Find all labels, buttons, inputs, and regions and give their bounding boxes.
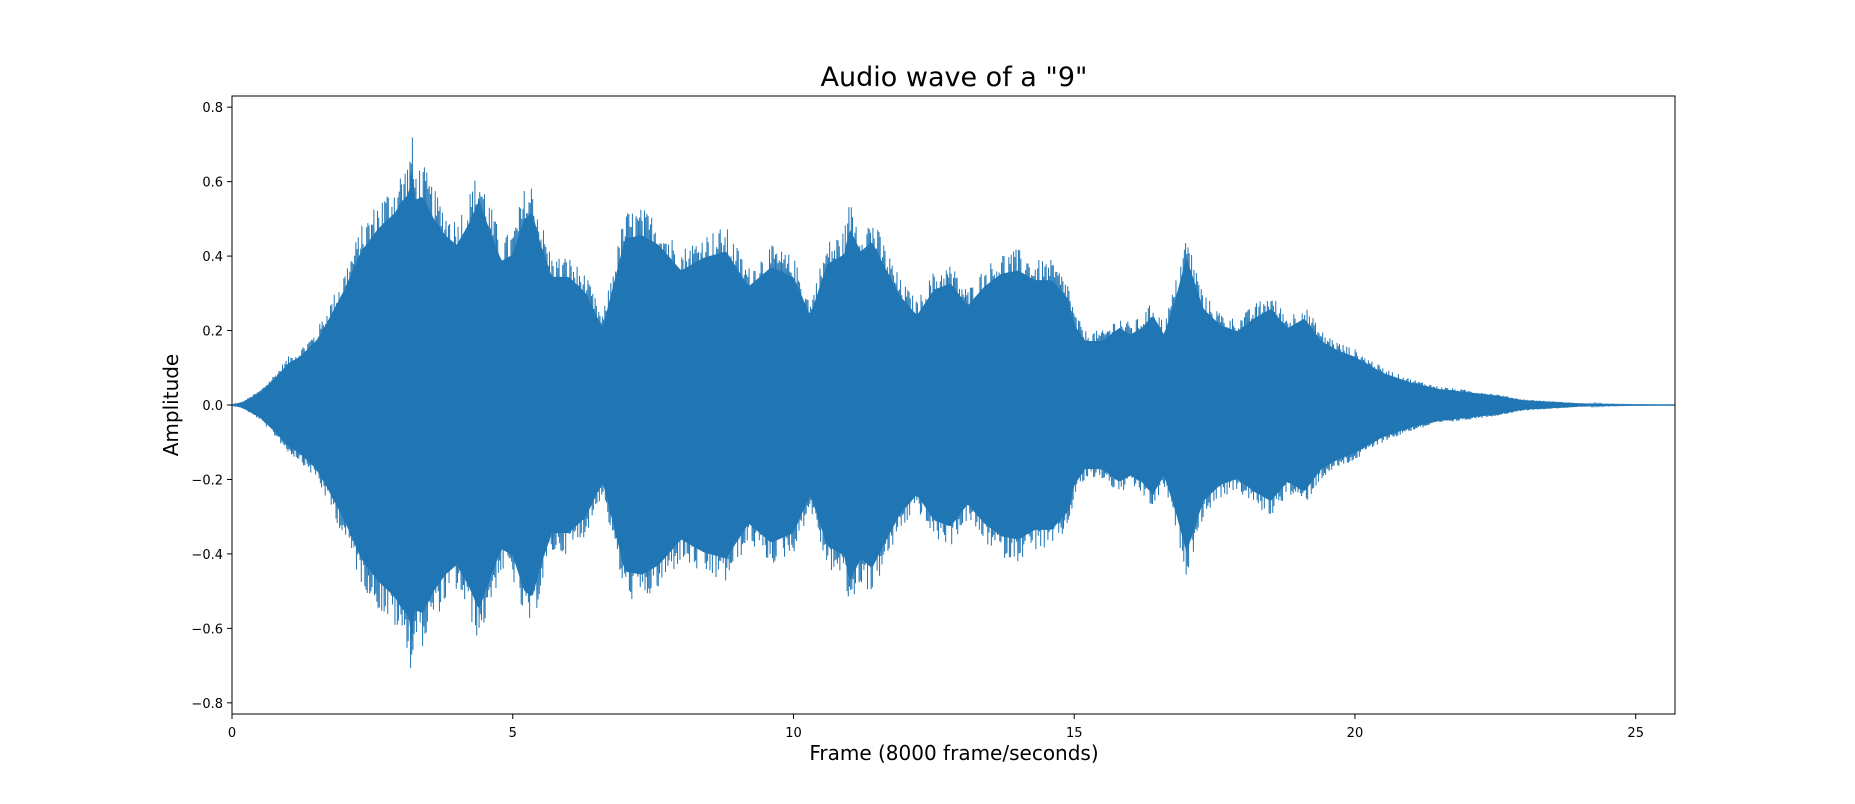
x-tick-label: 20 bbox=[1347, 726, 1364, 741]
y-tick-label: 0.8 bbox=[202, 101, 223, 116]
plot-area bbox=[232, 137, 1675, 668]
y-tick-label: −0.8 bbox=[191, 697, 223, 712]
y-tick-label: −0.4 bbox=[191, 548, 223, 563]
x-axis: 0 5 10 15 20 25 bbox=[228, 714, 1644, 741]
chart-title: Audio wave of a "9" bbox=[821, 62, 1088, 93]
x-tick-label: 10 bbox=[785, 726, 802, 741]
x-tick-label: 25 bbox=[1627, 726, 1644, 741]
y-axis: 0.8 0.6 0.4 0.2 0.0 −0.2 −0.4 −0.6 −0.8 bbox=[191, 101, 232, 712]
y-tick-label: −0.2 bbox=[191, 473, 223, 488]
y-axis-title: Amplitude bbox=[159, 354, 183, 457]
y-tick-label: −0.6 bbox=[191, 622, 223, 637]
y-tick-label: 0.6 bbox=[202, 176, 223, 191]
x-axis-title: Frame (8000 frame/seconds) bbox=[809, 741, 1098, 765]
x-tick-label: 0 bbox=[228, 726, 236, 741]
y-tick-label: 0.2 bbox=[202, 325, 223, 340]
waveform-line bbox=[232, 137, 1675, 668]
x-tick-label: 5 bbox=[509, 726, 517, 741]
y-tick-label: 0.4 bbox=[202, 250, 223, 265]
x-tick-label: 15 bbox=[1066, 726, 1083, 741]
y-tick-label: 0.0 bbox=[202, 399, 223, 414]
